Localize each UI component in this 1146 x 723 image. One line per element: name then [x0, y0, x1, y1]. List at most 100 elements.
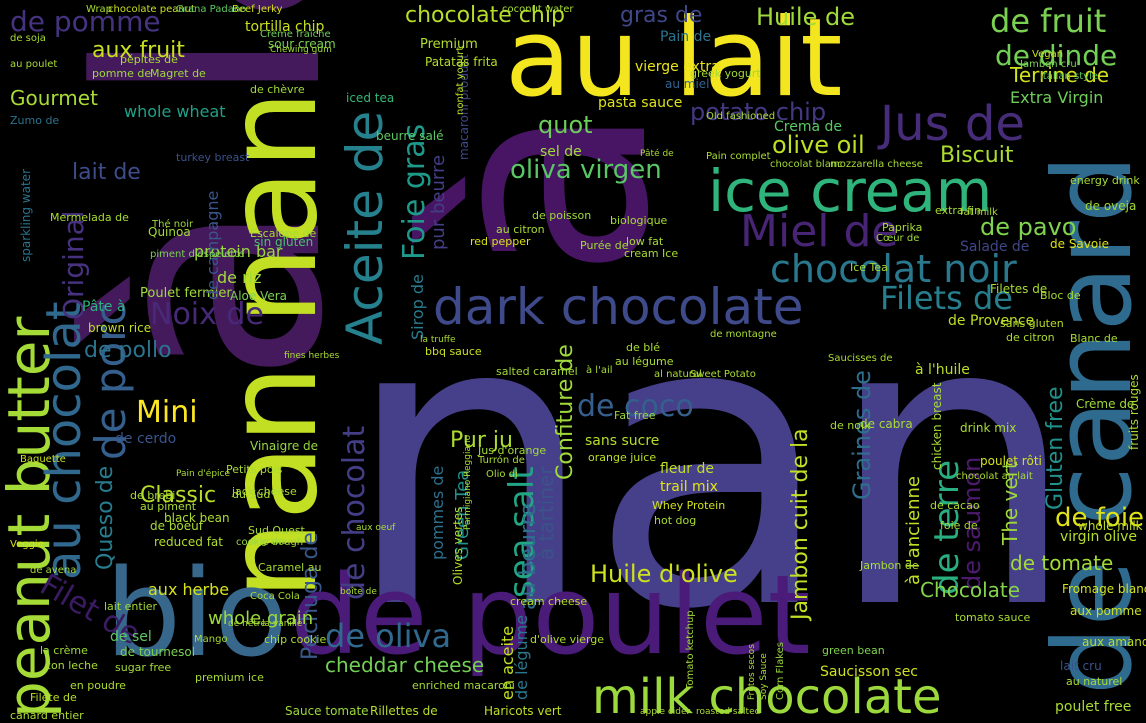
word-paprika: Paprika: [882, 221, 923, 234]
word-aux-herbes: aux herbe: [148, 580, 230, 599]
word-poulet-roti: poulet rôti: [980, 454, 1042, 468]
word-sauce-tomate: Sauce tomate: [285, 704, 369, 718]
word-pain-d-epice: Pain d'épice: [176, 469, 231, 479]
word-canard-entier: canard entier: [10, 709, 84, 722]
word-chocolat-blanc: chocolat blanc: [770, 159, 843, 170]
word-sel-de: sel de: [540, 144, 582, 160]
word-chocolate-peanut: chocolate peanut: [108, 4, 195, 15]
word-queso-de: Queso de: [93, 465, 118, 570]
word-grana-padano: Grana Padano: [176, 4, 247, 15]
word-de-sel: de sel: [110, 629, 152, 645]
word-hot-dog: hot dog: [654, 514, 697, 527]
word-aux-fruit: aux fruit: [92, 38, 185, 63]
word-iced-tea: iced tea: [346, 91, 395, 105]
word-chocolate: Chocolate: [920, 578, 1021, 602]
word-jambon-cru: Jambon cru: [1020, 59, 1077, 70]
word-saucisses-de: Saucisses de: [828, 353, 893, 364]
word-italian-style: italian style: [1040, 71, 1099, 82]
word-puree-de: Purée de: [580, 239, 629, 252]
word-brown-rice: brown rice: [88, 321, 152, 335]
word-a-l-ail: à l'ail: [586, 365, 613, 376]
word-de-poisson: de poisson: [532, 209, 592, 222]
word-au-citron: au citron: [496, 223, 545, 236]
word-blanc-de: Blanc de: [1070, 332, 1118, 345]
word-pomme-de: pomme de: [92, 67, 152, 80]
word-salade-de: Salade de: [960, 239, 1030, 255]
word-tomato-sauce: tomato sauce: [955, 611, 1031, 624]
word-chewing-gum: Chewing gum: [270, 45, 332, 55]
word-filetes-de: Filetes de: [990, 282, 1048, 296]
word-miel-de: Miel de: [740, 206, 899, 257]
word-d-olive-vierge: d'olive vierge: [530, 633, 605, 646]
word-de-cacao: de cacao: [930, 499, 980, 512]
word-biscuit: Biscuit: [940, 143, 1014, 168]
word-bbq-sauce: bbq sauce: [425, 345, 482, 358]
word-piment-d-espelette: piment d'espelette: [150, 249, 245, 260]
word-de-pavo: de pavo: [980, 213, 1077, 241]
word-pate-de: Pâté de: [640, 149, 674, 159]
word-sans-gluten: sans gluten: [1000, 317, 1064, 330]
word-de-riz: de riz: [217, 268, 262, 287]
word-saucisson-sec: Saucisson sec: [820, 664, 919, 680]
word-en-poudre: en poudre: [70, 679, 126, 692]
word-a-l-huile: à l'huile: [915, 362, 970, 378]
word-jus-d-orange: Jus d'orange: [478, 444, 547, 457]
word-de-oveja: de oveja: [1085, 199, 1137, 213]
word-old-fashioned: Old fashioned: [706, 111, 776, 122]
word-mango: Mango: [194, 634, 228, 645]
word-red-pepper: red pepper: [470, 235, 531, 248]
word-filete-de: Filete de: [30, 691, 77, 704]
word-sparkling-water: sparkling water: [19, 169, 33, 262]
word-jack-cheese: jack cheese: [232, 485, 297, 498]
word-pepites-de: pépites de: [120, 53, 178, 66]
word-de-montagne: de montagne: [710, 329, 777, 340]
word-dark-chocolate: dark chocolate: [433, 278, 804, 336]
word-boite-de: boîte de: [340, 587, 377, 597]
word-patatas-fritas: Patatas frita: [425, 55, 498, 69]
word-di-grano: di grano: [250, 537, 288, 547]
word-sour-cream: sour cream: [268, 37, 336, 51]
word-au-lait: au lait: [505, 0, 843, 121]
word-de-boeuf: de boeuf: [150, 519, 203, 533]
word-chocolate-chip: chocolate chip: [405, 3, 565, 28]
word-rillettes-de: Rillettes de: [370, 704, 438, 718]
word-cookie-dough: cookie dough: [236, 537, 304, 548]
word-foie-de: foie de: [940, 519, 978, 532]
word-salted-caramel: salted caramel: [496, 365, 578, 378]
word-de-cabra: de cabra: [860, 417, 913, 431]
word-de-avena: de avena: [30, 565, 77, 576]
word-wrap: Wrap: [86, 4, 113, 15]
word-gras-de: gras de: [620, 3, 703, 28]
word-caramel-au: Caramel au: [258, 561, 322, 574]
word-the-noir: Thé noir: [152, 219, 194, 230]
word-foie-gras: Foie gras: [397, 123, 432, 260]
word-extra-virgin: Extra Virgin: [1010, 88, 1104, 107]
word-fines-herbes: fines herbes: [284, 351, 340, 361]
word-vegan: Vegan: [1032, 49, 1064, 60]
word-graines-de: Graines de: [848, 370, 876, 500]
word-pain-de: Pain de: [660, 29, 712, 45]
word-parmigiano-reggiano: Parmigiano Reggiano: [463, 434, 473, 530]
word-premium: Premium: [420, 37, 478, 52]
word-reduced-fat: reduced fat: [154, 535, 223, 549]
word-au-miel: au miel: [665, 77, 710, 91]
word-pate-a: Pâte à: [82, 299, 126, 315]
word-la-vanille: la vanille: [262, 619, 303, 629]
word-escalope-de: Escalope de: [250, 227, 317, 240]
word-fromage-blanc: Fromage blanc: [1062, 582, 1146, 596]
word-mermelada-de: Mermelada de: [50, 211, 129, 224]
word-pur-beurre: pur beurre: [428, 154, 449, 250]
word-jambon-de: Jambon de: [860, 559, 919, 572]
word-de-savoie: de Savoie: [1050, 237, 1109, 251]
word-corn-flakes: Corn Flakes: [775, 641, 786, 700]
word-de-dinde: de dinde: [995, 39, 1118, 72]
word-con-leche: con leche: [45, 659, 98, 672]
word-magret-de: Magret de: [150, 67, 206, 80]
word-aux-oeuf: aux oeuf: [356, 523, 396, 533]
word-de-poulet: de poulet: [290, 551, 811, 679]
word-sweet-potato: Sweet Potato: [690, 369, 756, 380]
word-de-oliva: de oliva: [325, 617, 452, 655]
word-la-creme: la crème: [40, 644, 88, 657]
word-trail-mix: trail mix: [660, 479, 718, 495]
